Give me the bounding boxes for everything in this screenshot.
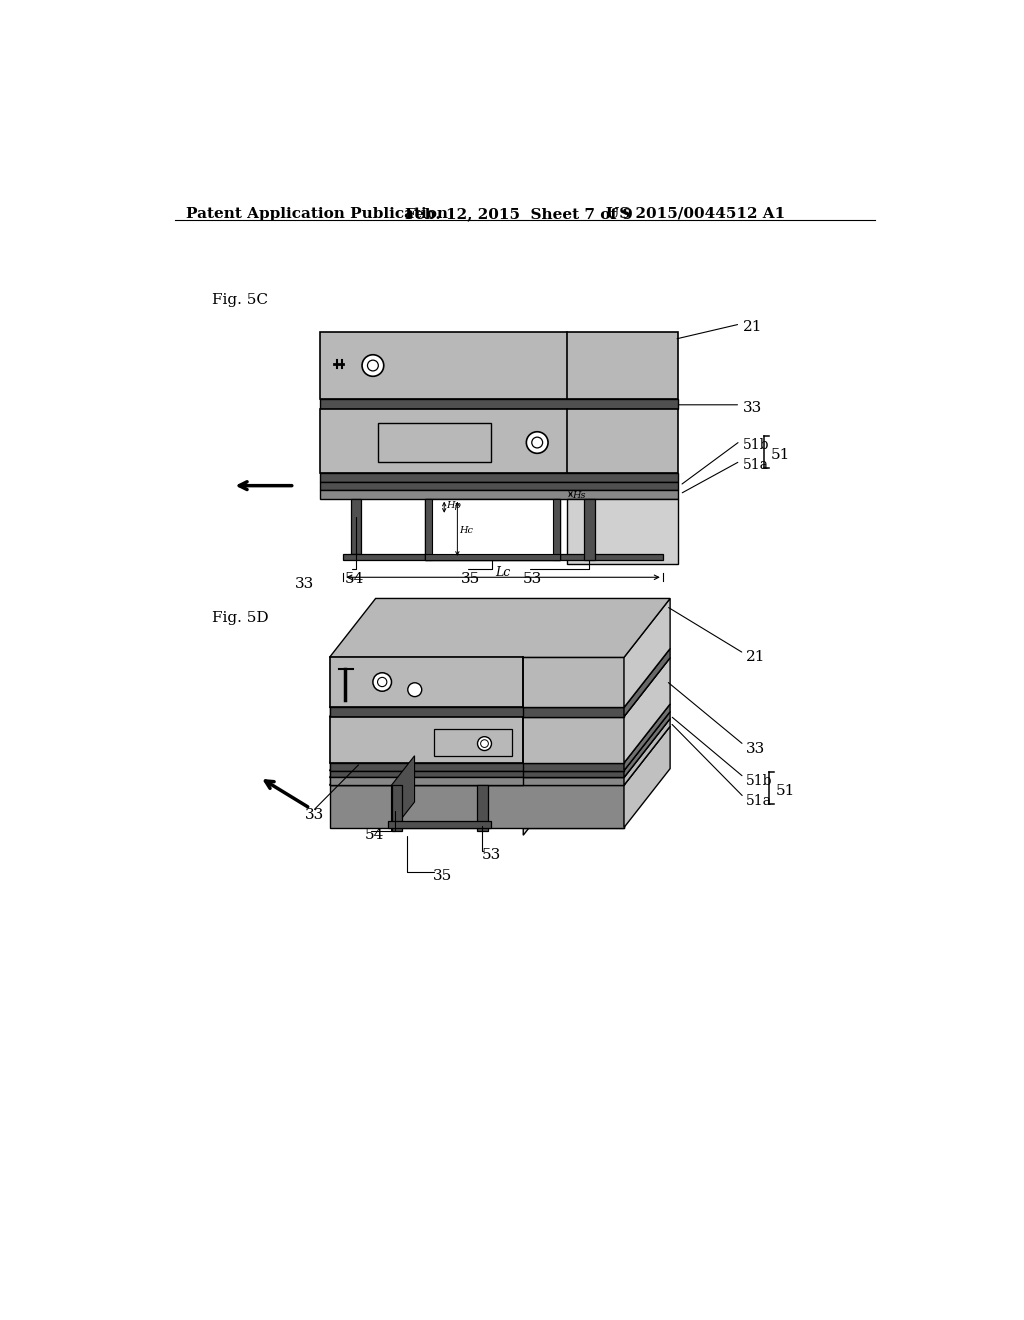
Polygon shape <box>523 598 569 836</box>
Polygon shape <box>624 711 670 777</box>
Bar <box>425 499 432 560</box>
Polygon shape <box>624 648 670 717</box>
Text: 54: 54 <box>345 572 365 586</box>
Text: 33: 33 <box>305 808 324 821</box>
Polygon shape <box>330 704 670 763</box>
Bar <box>330 785 624 828</box>
Bar <box>523 657 624 828</box>
Bar <box>330 771 624 777</box>
Bar <box>554 499 560 560</box>
Text: 35: 35 <box>432 869 452 883</box>
Text: 53: 53 <box>481 849 501 862</box>
Text: Hc: Hc <box>459 525 473 535</box>
Bar <box>321 331 678 400</box>
Text: 33: 33 <box>745 742 765 756</box>
Circle shape <box>362 355 384 376</box>
Bar <box>477 785 487 832</box>
Text: 54: 54 <box>365 828 384 842</box>
Bar <box>321 473 678 482</box>
Bar <box>330 708 523 717</box>
Bar <box>378 424 490 462</box>
Bar <box>388 821 492 829</box>
Polygon shape <box>391 756 415 832</box>
Bar <box>321 482 678 490</box>
Polygon shape <box>624 726 670 828</box>
Bar <box>330 771 523 777</box>
Polygon shape <box>330 726 670 785</box>
Text: Hs: Hs <box>572 491 586 500</box>
Text: Lc: Lc <box>496 566 511 579</box>
Text: 51b: 51b <box>745 775 772 788</box>
Polygon shape <box>624 598 670 708</box>
Polygon shape <box>330 657 670 717</box>
Bar <box>425 499 560 560</box>
Polygon shape <box>624 657 670 763</box>
Text: 21: 21 <box>742 321 762 334</box>
Text: 51a: 51a <box>745 795 772 808</box>
Bar <box>321 490 678 499</box>
Text: Fig. 5D: Fig. 5D <box>212 611 268 626</box>
Bar <box>330 657 523 708</box>
Bar <box>330 763 624 771</box>
Text: Patent Application Publication: Patent Application Publication <box>186 207 449 220</box>
Bar <box>343 554 663 560</box>
Polygon shape <box>330 648 670 708</box>
Text: Fig. 5C: Fig. 5C <box>212 293 267 308</box>
Text: 33: 33 <box>295 577 314 590</box>
Bar <box>330 708 624 717</box>
Bar <box>351 499 360 554</box>
Bar <box>425 554 560 560</box>
Bar <box>330 657 624 708</box>
Bar <box>391 785 402 832</box>
Circle shape <box>477 737 492 751</box>
Polygon shape <box>330 598 670 657</box>
Bar <box>330 717 523 763</box>
Text: 33: 33 <box>742 401 762 414</box>
Bar <box>330 777 523 785</box>
Bar <box>321 400 678 409</box>
Bar <box>566 499 678 564</box>
Text: 51b: 51b <box>742 438 769 451</box>
Bar <box>330 763 523 771</box>
Text: Hp: Hp <box>445 502 461 510</box>
Text: US 2015/0044512 A1: US 2015/0044512 A1 <box>606 207 785 220</box>
Polygon shape <box>330 718 670 777</box>
Bar <box>584 499 595 560</box>
Polygon shape <box>624 704 670 771</box>
Text: Feb. 12, 2015  Sheet 7 of 9: Feb. 12, 2015 Sheet 7 of 9 <box>406 207 633 220</box>
Text: 51: 51 <box>770 447 790 462</box>
Text: 35: 35 <box>461 572 480 586</box>
Text: 53: 53 <box>523 572 543 586</box>
Text: 51a: 51a <box>742 458 769 473</box>
Text: 21: 21 <box>745 651 765 664</box>
Bar <box>330 717 624 763</box>
Polygon shape <box>330 711 670 771</box>
Bar <box>321 409 678 473</box>
Bar <box>434 729 512 756</box>
Bar <box>330 777 624 785</box>
Circle shape <box>373 673 391 692</box>
Polygon shape <box>624 718 670 785</box>
Text: 51: 51 <box>776 784 796 797</box>
Circle shape <box>408 682 422 697</box>
Circle shape <box>526 432 548 453</box>
